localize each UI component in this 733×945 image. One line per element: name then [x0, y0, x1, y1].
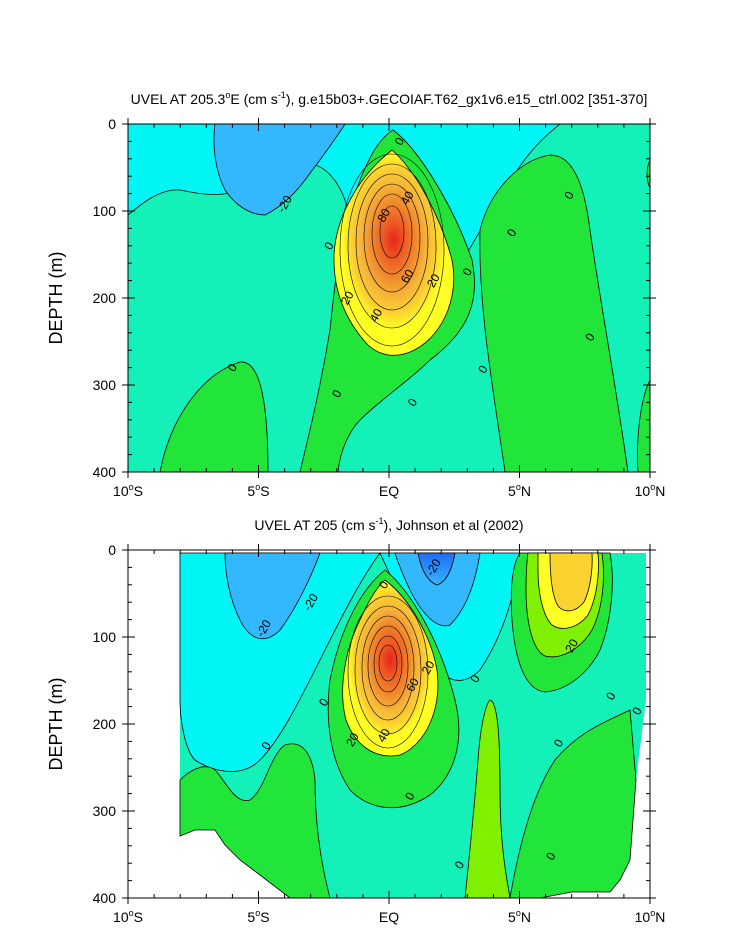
y-tick-label: 0 — [108, 542, 116, 558]
isoline-60 — [363, 183, 421, 293]
fill-region-east-deep — [509, 709, 637, 898]
isoline-50 — [355, 173, 429, 311]
x-tick-label: 10oS — [113, 908, 143, 925]
panel-model: UVEL AT 205.3oE (cm s-1), g.e15b03+.GECO… — [46, 90, 665, 499]
contour-label: 60 — [398, 267, 417, 286]
y-tick-label: 100 — [93, 629, 117, 645]
axis-ticks — [122, 544, 656, 904]
fill-region-negative-central-3 — [417, 552, 456, 586]
fill-region-east-surface-4 — [549, 552, 593, 612]
y-tick-label: 100 — [93, 203, 117, 219]
contour-fill — [128, 124, 650, 472]
contour-label: 40 — [398, 188, 417, 207]
contour-fill — [179, 552, 646, 898]
x-tick-label: 10oN — [635, 908, 666, 925]
contour-label: 80 — [374, 206, 393, 225]
fill-region-deep-column — [464, 699, 511, 898]
contour-label: 60 — [403, 675, 422, 694]
contour-label: 20 — [419, 658, 438, 677]
contour-label: 20 — [343, 730, 362, 749]
x-tick-label: 5oN — [508, 908, 531, 925]
panel-title: UVEL AT 205 (cm s-1), Johnson et al (200… — [254, 516, 523, 533]
y-tick-label: 400 — [93, 464, 117, 480]
y-tick-label: 300 — [93, 377, 117, 393]
contour-label: 20 — [338, 288, 357, 307]
y-tick-label: 400 — [93, 890, 117, 906]
isoline-40 — [354, 605, 422, 735]
x-tick-label: 5oS — [247, 908, 269, 925]
isoline-30 — [347, 595, 429, 749]
panel-observations: UVEL AT 205 (cm s-1), Johnson et al (200… — [46, 516, 665, 925]
fill-region-negative-west-2 — [224, 552, 321, 640]
jet-core-isolines — [339, 153, 445, 347]
x-tick-label: 5oS — [247, 482, 269, 499]
x-tick-label: EQ — [379, 483, 399, 499]
y-tick-label: 200 — [93, 716, 117, 732]
fill-region-east-tongue — [479, 154, 629, 472]
fill-region-negative-central-2 — [394, 552, 481, 627]
fill-region-southwest-lobe — [159, 361, 269, 472]
y-axis-title: DEPTH (m) — [46, 252, 66, 345]
axis-ticks — [122, 118, 656, 478]
isoline-70 — [373, 635, 403, 693]
axis-tick-labels: 10oS 5oS EQ 5oN 10oN 0 100 200 300 400 — [93, 116, 666, 499]
contour-label: 40 — [367, 306, 386, 325]
isoline-50 — [361, 615, 415, 721]
fill-region-negative-2 — [213, 124, 346, 216]
axis-tick-labels: 10oS 5oS EQ 5oN 10oN 0 100 200 300 400 — [93, 542, 666, 925]
isoline-40 — [347, 163, 437, 329]
y-tick-label: 300 — [93, 803, 117, 819]
x-tick-label: EQ — [379, 909, 399, 925]
y-tick-label: 0 — [108, 116, 116, 132]
jet-core-isolines — [347, 595, 429, 749]
contour-label: 20 — [424, 271, 443, 290]
isoline-80 — [378, 644, 398, 682]
isoline-30 — [339, 153, 445, 347]
x-tick-label: 10oS — [113, 482, 143, 499]
contour-label: 20 — [562, 636, 581, 655]
y-axis-title: DEPTH (m) — [46, 678, 66, 771]
fill-region-jet-core — [342, 579, 439, 757]
x-tick-label: 5oN — [508, 482, 531, 499]
fill-region-west-deep — [179, 743, 331, 898]
isoline-70 — [371, 193, 413, 275]
y-tick-label: 200 — [93, 290, 117, 306]
panel-title: UVEL AT 205.3oE (cm s-1), g.e15b03+.GECO… — [131, 90, 648, 107]
isoline-60 — [367, 625, 409, 707]
x-tick-label: 10oN — [635, 482, 666, 499]
contour-label: 40 — [374, 726, 393, 745]
fill-region-negative-west — [179, 552, 381, 772]
isoline-80 — [379, 205, 405, 259]
